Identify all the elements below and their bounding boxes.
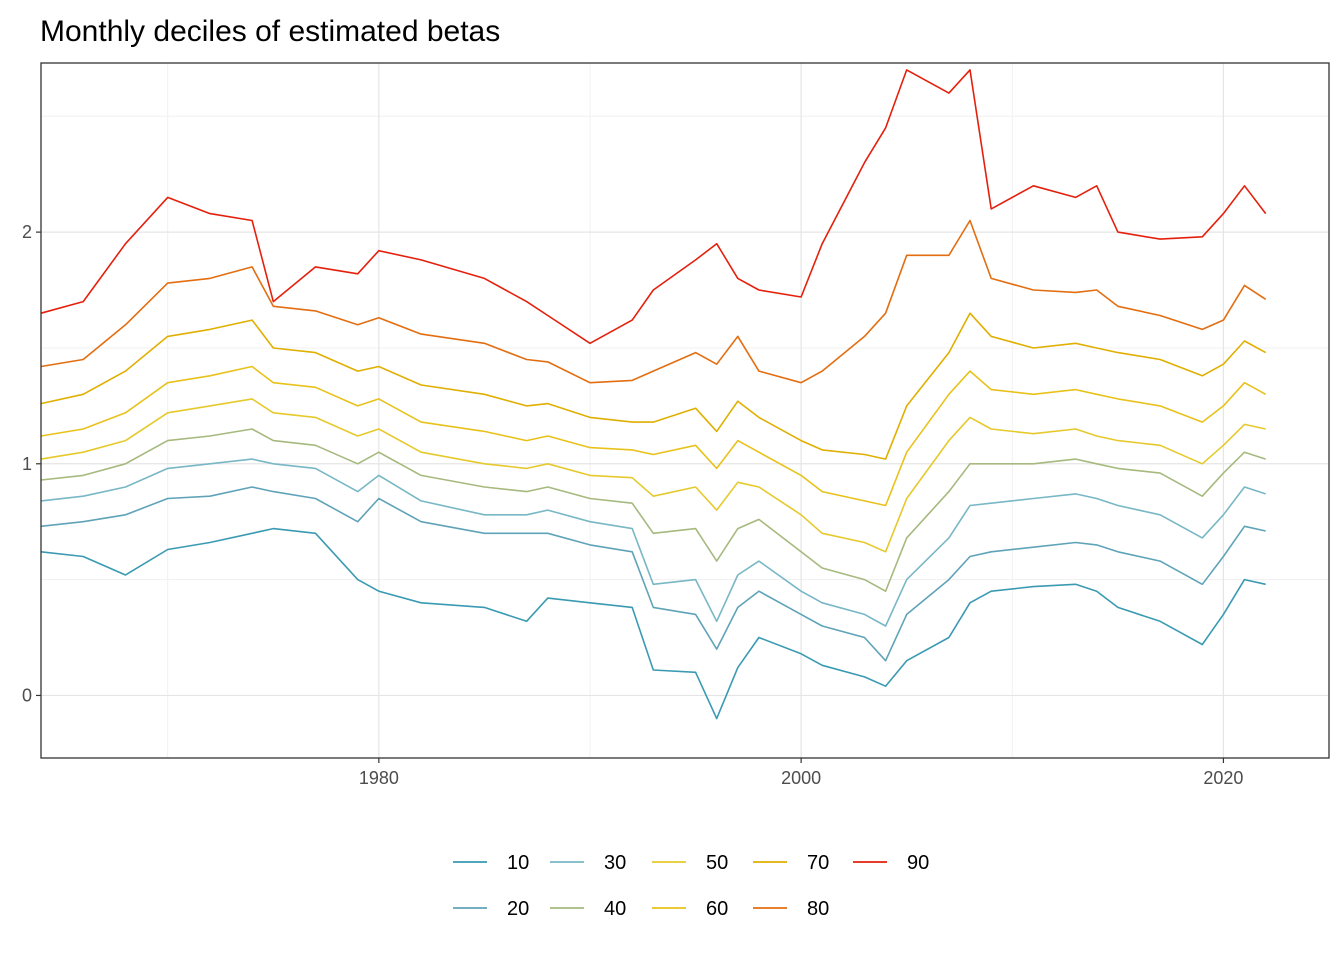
legend-label-70: 70 <box>807 852 829 874</box>
legend-label-80: 80 <box>807 898 829 920</box>
series-line-40 <box>40 428 1266 593</box>
legend: 10 30 50 70 90 20 40 60 80 <box>453 852 929 920</box>
legend-label-10: 10 <box>507 852 529 874</box>
series-line-50 <box>40 398 1266 553</box>
series-line-20 <box>40 486 1266 662</box>
legend-label-40: 40 <box>604 898 626 920</box>
plot-panel <box>40 62 1330 759</box>
x-tick-label: 2000 <box>781 768 821 788</box>
y-tick-label: 0 <box>22 685 32 705</box>
grid <box>41 63 1329 758</box>
y-tick-label: 2 <box>22 222 32 242</box>
series-line-70 <box>40 312 1267 460</box>
y-tick-label: 1 <box>22 454 32 474</box>
series-line-90 <box>40 69 1267 345</box>
chart-title: Monthly deciles of estimated betas <box>40 15 500 48</box>
legend-label-50: 50 <box>706 852 728 874</box>
legend-label-30: 30 <box>604 852 626 874</box>
legend-label-60: 60 <box>706 898 728 920</box>
legend-label-20: 20 <box>507 898 529 920</box>
series-lines <box>40 69 1267 720</box>
series-line-10 <box>40 527 1266 720</box>
x-tick-label: 2020 <box>1203 768 1243 788</box>
axes: 0 1 2 1980 2000 2020 <box>22 222 1243 788</box>
series-line-60 <box>40 365 1267 507</box>
legend-label-90: 90 <box>907 852 929 874</box>
series-line-80 <box>40 219 1267 384</box>
series-line-30 <box>40 458 1266 627</box>
x-tick-label: 1980 <box>359 768 399 788</box>
